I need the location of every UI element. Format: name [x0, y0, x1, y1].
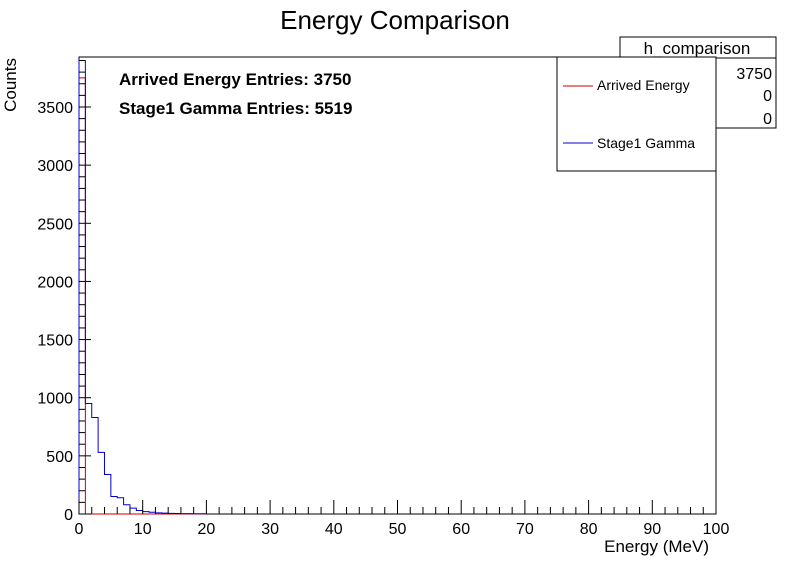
x-tick-label: 10: [134, 521, 152, 538]
chart-title: Energy Comparison: [280, 5, 510, 35]
y-tick-label: 3000: [37, 158, 73, 175]
legend-label-stage1-gamma: Stage1 Gamma: [597, 135, 695, 151]
stats-box-title: h_comparison: [644, 39, 751, 58]
axis-tick-labels: 0 10 20 30 40 50 60 70 80 90 100050010001500200025…: [37, 100, 729, 538]
y-tick-label: 0: [64, 507, 73, 524]
x-tick-label: 60: [452, 521, 470, 538]
x-tick-label: 40: [325, 521, 343, 538]
gamma-entries-annotation: Stage1 Gamma Entries: 5519: [119, 99, 352, 118]
y-tick-label: 1500: [37, 333, 73, 350]
y-tick-label: 3500: [37, 100, 73, 117]
y-tick-label: 500: [46, 449, 73, 466]
stats-value: 3750: [736, 66, 772, 83]
legend-label-arrived-energy: Arrived Energy: [597, 77, 690, 93]
x-tick-label: 80: [580, 521, 598, 538]
stats-value: 0: [763, 88, 772, 105]
arrived-entries-annotation: Arrived Energy Entries: 3750: [119, 70, 351, 89]
x-tick-label: 70: [516, 521, 534, 538]
axis-ticks: [78, 59, 717, 515]
x-axis-label: Energy (MeV): [604, 537, 709, 556]
x-tick-label: 20: [198, 521, 216, 538]
histogram-layer: [78, 59, 207, 515]
x-tick-label: 30: [261, 521, 279, 538]
y-axis-label: Counts: [1, 58, 20, 112]
x-tick-label: 100: [703, 521, 730, 538]
stats-value: 0: [763, 111, 772, 128]
legend: Arrived Energy Stage1 Gamma: [556, 56, 717, 172]
y-tick-label: 2500: [37, 216, 73, 233]
x-tick-label: 50: [389, 521, 407, 538]
y-tick-label: 1000: [37, 391, 73, 408]
x-tick-label: 90: [643, 521, 661, 538]
x-tick-label: 0: [75, 521, 84, 538]
y-tick-label: 2000: [37, 274, 73, 291]
series-stage1-gamma-line: [78, 59, 207, 515]
